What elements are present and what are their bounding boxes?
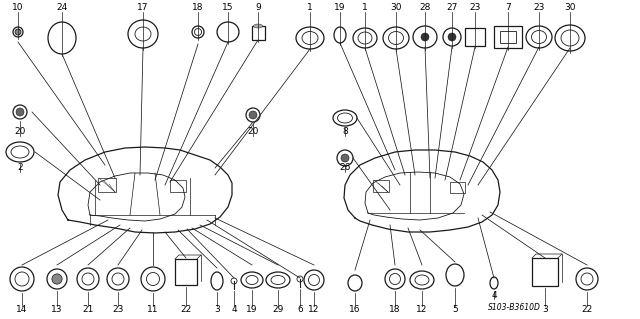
Text: 30: 30 [390,4,402,12]
Text: 27: 27 [446,4,458,12]
Text: 22: 22 [581,306,593,315]
Text: 11: 11 [147,306,159,315]
Bar [170,180,186,192]
Ellipse shape [16,108,24,116]
Text: 1: 1 [307,4,313,12]
Bar [252,26,264,40]
Text: 14: 14 [16,306,28,315]
Text: 17: 17 [137,4,148,12]
Text: 12: 12 [416,306,428,315]
Text: 16: 16 [349,306,361,315]
Text: 26: 26 [339,164,351,173]
Text: 22: 22 [180,306,191,315]
Bar [373,180,389,192]
Bar [532,258,558,286]
Text: 19: 19 [334,4,346,12]
Text: 13: 13 [51,306,63,315]
Text: 29: 29 [272,306,284,315]
Text: 7: 7 [505,4,511,12]
Bar [465,28,485,46]
Text: 19: 19 [246,306,258,315]
Text: 6: 6 [297,306,303,315]
Text: S103-B3610D: S103-B3610D [488,303,540,313]
Text: 23: 23 [469,4,481,12]
Ellipse shape [421,33,429,41]
Text: 18: 18 [192,4,204,12]
Ellipse shape [253,24,262,28]
Text: 5: 5 [452,306,458,315]
Bar [175,259,197,285]
Ellipse shape [448,33,456,41]
Text: 10: 10 [12,4,24,12]
Text: 23: 23 [112,306,124,315]
Text: 8: 8 [342,128,348,137]
Text: 9: 9 [255,4,261,12]
Text: 30: 30 [564,4,576,12]
Text: 4: 4 [231,306,237,315]
Text: 2: 2 [17,164,23,173]
Text: 1: 1 [362,4,368,12]
Ellipse shape [52,274,62,284]
Bar [500,31,516,43]
Text: 20: 20 [247,128,259,137]
Bar [98,178,116,192]
Text: 4: 4 [491,291,497,300]
Bar [450,182,465,193]
Text: 28: 28 [419,4,431,12]
Ellipse shape [249,111,257,119]
Text: 21: 21 [83,306,93,315]
Text: 24: 24 [56,4,68,12]
Text: 3: 3 [214,306,220,315]
Ellipse shape [15,29,20,34]
Ellipse shape [341,154,349,162]
Text: 18: 18 [389,306,401,315]
Bar [494,26,522,48]
Text: 15: 15 [222,4,234,12]
Text: 12: 12 [308,306,320,315]
Text: 20: 20 [14,128,26,137]
Text: 23: 23 [533,4,545,12]
Text: 3: 3 [542,306,548,315]
